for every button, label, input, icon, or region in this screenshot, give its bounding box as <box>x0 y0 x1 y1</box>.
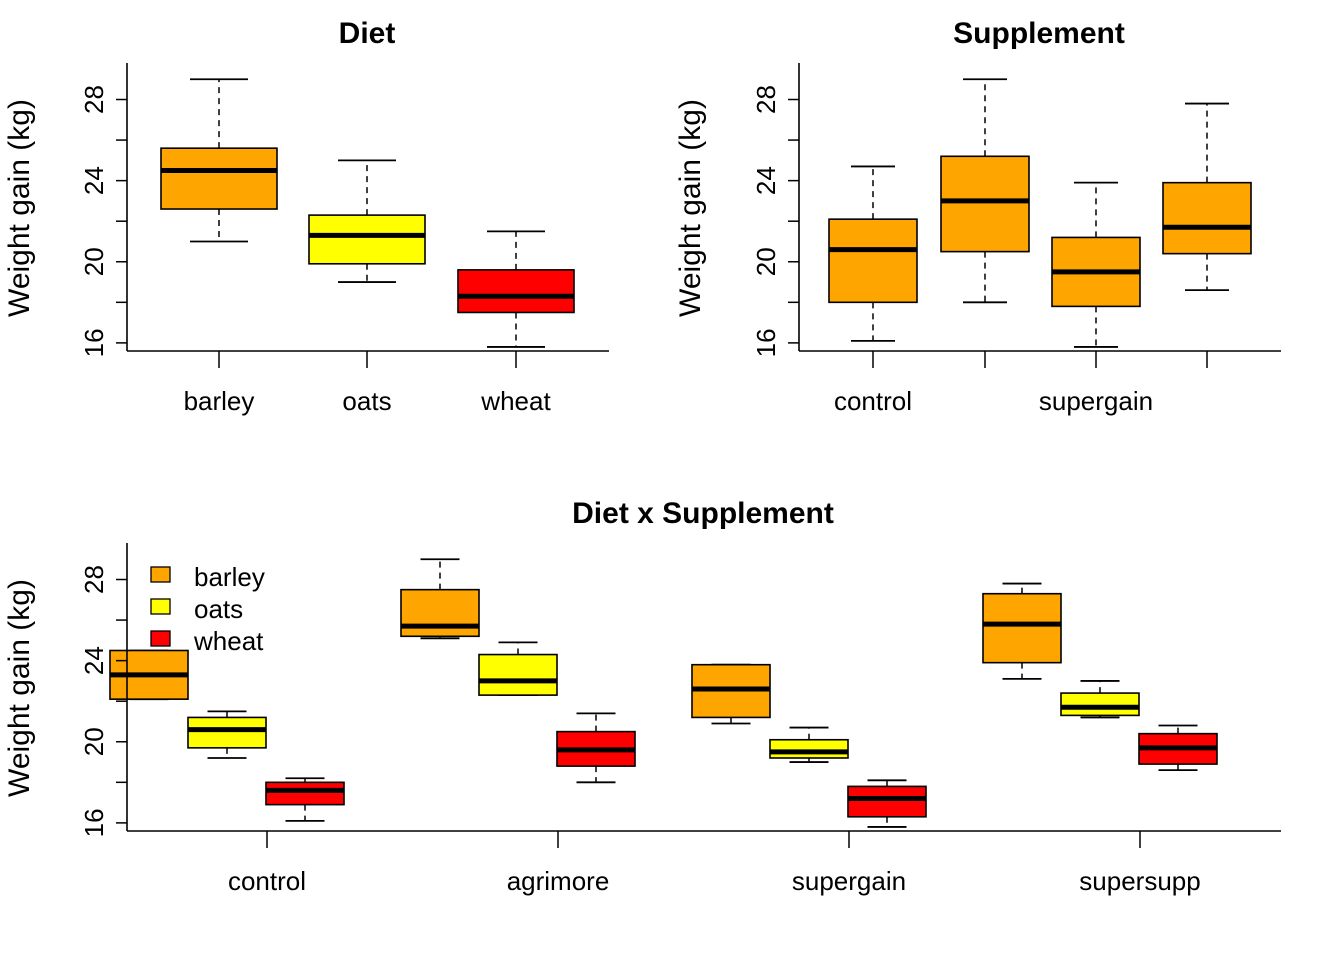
y-tick-label: 24 <box>79 166 109 195</box>
box-agrimore-oats <box>478 641 558 697</box>
y-tick-label: 16 <box>79 808 109 837</box>
box-control-oats <box>187 710 267 759</box>
box-agrimore <box>940 78 1030 304</box>
box-agrimore-barley <box>400 558 480 640</box>
box <box>478 653 558 696</box>
y-tick-label: 20 <box>79 247 109 276</box>
legend: barley oats wheat <box>150 562 265 656</box>
y-tick-label: 20 <box>79 727 109 756</box>
box <box>160 147 278 210</box>
box-supergain-barley <box>691 663 771 725</box>
diet-x-supplement-chart: Diet x Supplement Weight gain (kg) 16 20 2… <box>3 497 1281 896</box>
y-tick-label: 24 <box>751 166 781 195</box>
y-axis-label: Weight gain (kg) <box>674 99 707 317</box>
x-tick-label: control <box>834 386 912 416</box>
box-oats <box>308 159 426 283</box>
box <box>982 592 1062 664</box>
legend-label-oats: oats <box>194 594 243 624</box>
supplement-chart: Supplement Weight gain (kg) 16 20 24 28 cont… <box>674 17 1281 416</box>
x-tick-label: agrimore <box>507 866 610 896</box>
box <box>769 738 849 759</box>
box-supersupp-oats <box>1060 680 1140 719</box>
x-tick-label: control <box>228 866 306 896</box>
box <box>828 218 918 304</box>
x-tick-label: oats <box>342 386 391 416</box>
box-supergain-wheat <box>847 779 927 828</box>
y-tick-label: 28 <box>79 85 109 114</box>
y-tick-label: 20 <box>751 247 781 276</box>
box <box>400 588 480 638</box>
x-tick-label: barley <box>184 386 255 416</box>
chart-title: Supplement <box>953 17 1125 50</box>
box-control-wheat <box>265 777 345 822</box>
legend-label-barley: barley <box>194 562 265 592</box>
box-supersupp-wheat <box>1138 724 1218 772</box>
box <box>940 155 1030 253</box>
y-axis-label: Weight gain (kg) <box>3 579 36 797</box>
x-tick-label: supergain <box>792 866 906 896</box>
box-control-barley <box>109 649 189 701</box>
y-tick-label: 16 <box>79 328 109 357</box>
legend-swatch-wheat <box>150 630 171 647</box>
box-wheat <box>457 230 575 348</box>
box-supergain-oats <box>769 726 849 763</box>
box <box>265 781 345 806</box>
chart-title: Diet <box>339 17 396 50</box>
box <box>1060 692 1140 717</box>
box-barley <box>160 78 278 243</box>
box <box>457 269 575 314</box>
x-tick-label: wheat <box>480 386 551 416</box>
chart-title: Diet x Supplement <box>572 497 834 530</box>
box-supersupp-barley <box>982 582 1062 680</box>
legend-swatch-barley <box>150 566 171 583</box>
y-tick-label: 28 <box>751 85 781 114</box>
y-tick-label: 16 <box>751 328 781 357</box>
box <box>187 716 267 749</box>
x-tick-label: supergain <box>1039 386 1153 416</box>
box <box>847 785 927 818</box>
y-tick-label: 24 <box>79 646 109 675</box>
box-control <box>828 165 918 342</box>
box <box>308 214 426 265</box>
y-axis-label: Weight gain (kg) <box>3 99 36 317</box>
y-tick-label: 28 <box>79 565 109 594</box>
diet-chart: Diet Weight gain (kg) 16 20 24 28 barley oats… <box>3 17 609 416</box>
box <box>1162 181 1252 255</box>
legend-swatch-oats <box>150 598 171 615</box>
box-supergain <box>1051 181 1141 348</box>
x-tick-label: supersupp <box>1079 866 1200 896</box>
box-agrimore-wheat <box>556 712 636 784</box>
legend-label-wheat: wheat <box>193 626 264 656</box>
box-supersupp <box>1162 102 1252 292</box>
